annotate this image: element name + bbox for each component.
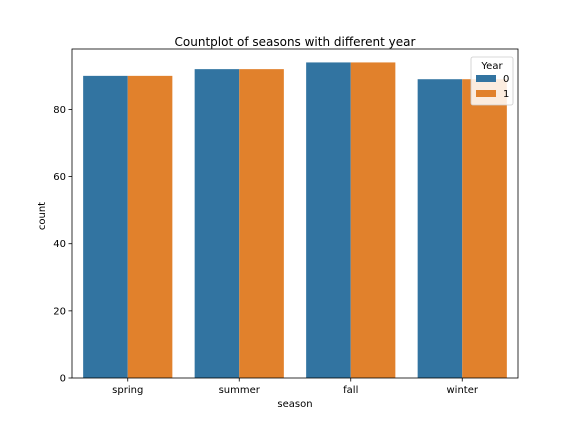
bar-winter-year-1 xyxy=(462,79,507,378)
chart-title: Countplot of seasons with different year xyxy=(175,35,416,49)
y-axis: 0 20 40 60 80 xyxy=(53,105,72,385)
y-tick-label-0: 0 xyxy=(60,374,66,385)
legend-swatch-year-0 xyxy=(476,75,496,82)
y-tick-label-20: 20 xyxy=(53,306,66,317)
y-tick-label-80: 80 xyxy=(53,105,66,116)
bar-fall-year-1 xyxy=(350,62,396,379)
plot-frame xyxy=(71,48,519,379)
bar-summer-year-0 xyxy=(194,69,240,379)
x-tick-label-spring: spring xyxy=(112,385,143,396)
bar-winter-year-0 xyxy=(417,79,463,378)
legend-label-year-1: 1 xyxy=(503,89,509,100)
y-tick-label-40: 40 xyxy=(53,239,66,250)
y-axis-label: count xyxy=(37,202,48,230)
legend-label-year-0: 0 xyxy=(503,74,509,85)
bar-summer-year-1 xyxy=(239,69,284,379)
bar-fall-year-0 xyxy=(306,62,351,379)
legend-title: Year xyxy=(480,61,503,72)
legend-swatch-year-1 xyxy=(476,90,496,97)
bars-layer xyxy=(83,62,507,379)
x-tick-label-fall: fall xyxy=(343,385,358,396)
legend: Year 0 1 xyxy=(470,56,514,106)
x-axis-label: season xyxy=(277,399,312,410)
y-tick-label-60: 60 xyxy=(53,172,66,183)
x-tick-label-summer: summer xyxy=(219,385,261,396)
bar-spring-year-1 xyxy=(127,75,173,378)
x-tick-label-winter: winter xyxy=(447,385,479,396)
bar-spring-year-0 xyxy=(83,75,128,378)
x-axis: spring summer fall winter xyxy=(112,378,479,396)
